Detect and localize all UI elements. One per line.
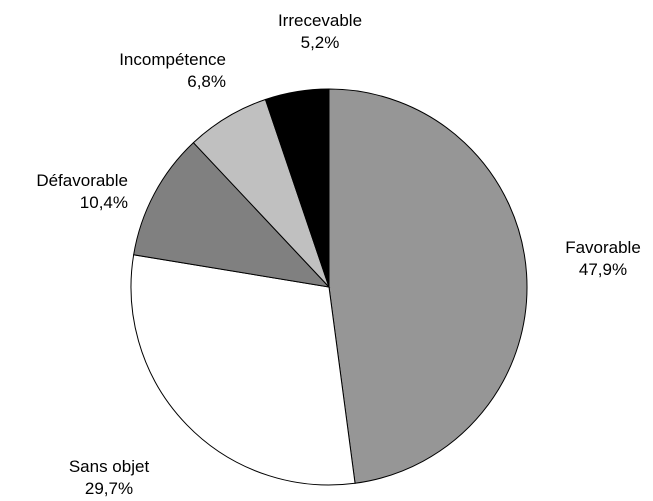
slice-value-defavorable: 10,4% [80, 193, 128, 212]
pie-slices [130, 88, 528, 486]
slice-label-defavorable: Défavorable [36, 171, 128, 190]
pie-slice-favorable [328, 88, 528, 484]
slice-value-irrecevable: 5,2% [301, 33, 340, 52]
slice-label-irrecevable: Irrecevable [278, 11, 362, 30]
pie-labels: Favorable 47,9% Sans objet 29,7% Défavorable… [36, 11, 640, 498]
slice-value-incompetence: 6,8% [187, 72, 226, 91]
slice-label-sans-objet: Sans objet [69, 457, 150, 476]
pie-slice-defavorable [133, 141, 331, 288]
slice-label-incompetence: Incompétence [119, 50, 226, 69]
pie-slice-irrecevable [264, 88, 330, 288]
slice-value-sans-objet: 29,7% [85, 479, 133, 498]
slice-value-favorable: 47,9% [579, 260, 627, 279]
pie-slice-sans-objet [130, 254, 356, 486]
slice-label-favorable: Favorable [565, 238, 641, 257]
